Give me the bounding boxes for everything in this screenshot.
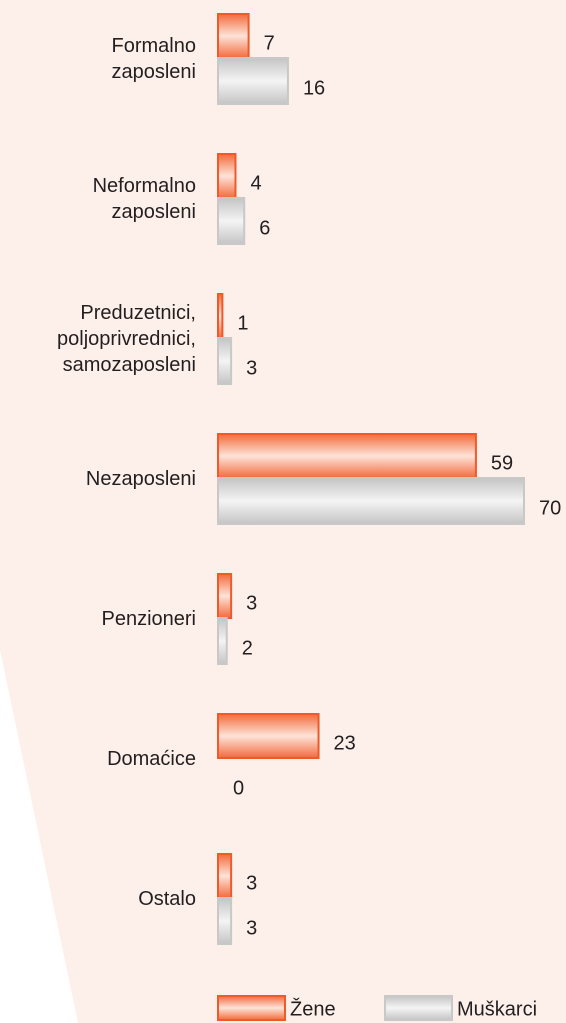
value-label: 7 — [264, 32, 275, 54]
value-label: 59 — [491, 452, 513, 474]
value-label: 1 — [237, 312, 248, 334]
bar — [217, 153, 237, 199]
legend-swatch — [384, 995, 453, 1021]
value-label: 16 — [303, 77, 325, 99]
value-label: 3 — [246, 917, 257, 939]
bar — [217, 573, 233, 619]
bar — [217, 713, 320, 759]
bar — [217, 337, 233, 385]
value-label: 3 — [246, 592, 257, 614]
bar — [217, 57, 289, 105]
value-label: 3 — [246, 872, 257, 894]
category-label: Nezaposleni — [85, 468, 196, 490]
category-label: Neformalno zaposleni — [92, 175, 196, 223]
value-label: 2 — [242, 637, 253, 659]
bar — [217, 197, 246, 245]
value-label: 3 — [246, 357, 257, 379]
bar — [217, 293, 224, 339]
category-label: Domaćice — [107, 748, 196, 770]
bar — [217, 477, 525, 525]
bar — [217, 897, 233, 945]
value-label: 0 — [233, 777, 244, 799]
category-label: Penzioneri — [101, 608, 196, 630]
bar — [217, 853, 233, 899]
category-label: Ostalo — [138, 888, 196, 910]
value-label: 23 — [334, 732, 356, 754]
bar — [217, 433, 477, 479]
legend-label: Žene — [290, 997, 336, 1020]
value-label: 4 — [250, 172, 261, 194]
bar — [217, 617, 228, 665]
legend-swatch — [217, 995, 286, 1021]
value-label: 70 — [539, 497, 561, 519]
bar — [217, 13, 250, 59]
legend-label: Muškarci — [457, 998, 537, 1020]
category-label: Preduzetnici, poljoprivrednici, samozapo… — [57, 302, 196, 376]
category-label: Formalno zaposleni — [111, 35, 196, 83]
value-label: 6 — [259, 217, 270, 239]
